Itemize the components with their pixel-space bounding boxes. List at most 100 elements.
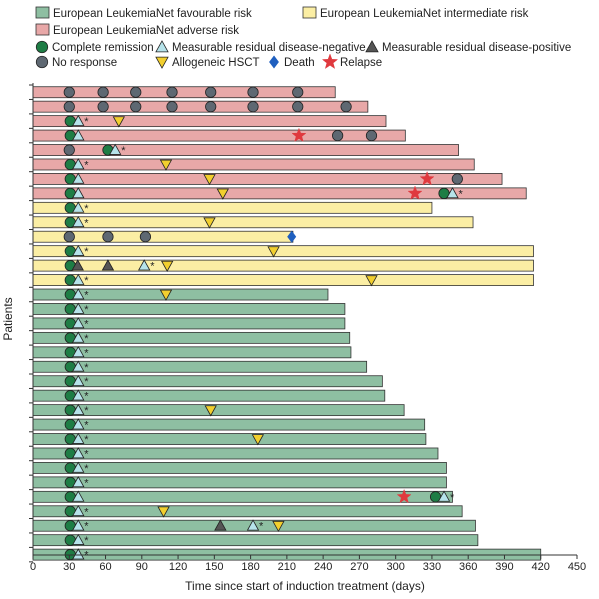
legend-swatch-int bbox=[302, 6, 317, 19]
event-marker-relapse bbox=[419, 170, 435, 186]
patient-row bbox=[32, 86, 336, 99]
ongoing-asterisk: * bbox=[84, 203, 89, 215]
ongoing-asterisk: * bbox=[84, 376, 89, 388]
patient-bar bbox=[32, 418, 426, 431]
patient-bar bbox=[32, 476, 447, 489]
event-marker-nr bbox=[292, 101, 304, 113]
patient-row bbox=[32, 170, 503, 186]
ongoing-asterisk: * bbox=[150, 261, 155, 273]
ongoing-asterisk: * bbox=[84, 448, 89, 460]
patient-row: * bbox=[32, 346, 352, 359]
event-marker-mrdneg bbox=[72, 201, 85, 213]
event-marker-mrdneg bbox=[72, 548, 85, 560]
event-marker-nr bbox=[63, 231, 75, 243]
ongoing-asterisk: * bbox=[84, 463, 89, 475]
event-marker-relapse bbox=[396, 488, 412, 504]
patient-row: * bbox=[32, 114, 387, 128]
event-marker-hsct bbox=[365, 275, 378, 287]
patient-row: * bbox=[32, 403, 405, 417]
legend-marker-mrdneg bbox=[155, 40, 169, 53]
patient-row: * bbox=[32, 201, 433, 215]
ongoing-asterisk: * bbox=[458, 188, 463, 200]
ongoing-asterisk: * bbox=[121, 145, 126, 157]
patient-row: * bbox=[32, 185, 527, 200]
event-marker-mrdneg bbox=[72, 447, 85, 459]
ongoing-asterisk: * bbox=[84, 506, 89, 518]
patient-bar bbox=[32, 100, 369, 113]
event-marker-mrdneg bbox=[72, 432, 85, 444]
event-marker-nr bbox=[166, 86, 178, 98]
x-tick-label: 270 bbox=[350, 561, 368, 573]
event-marker-nr bbox=[332, 129, 344, 142]
event-marker-mrdneg bbox=[72, 187, 85, 199]
event-marker-mrdneg bbox=[72, 244, 85, 256]
event-marker-mrdneg bbox=[72, 476, 85, 488]
event-marker-mrdneg bbox=[138, 259, 151, 271]
ongoing-asterisk: * bbox=[84, 420, 89, 432]
x-tick-label: 300 bbox=[386, 561, 404, 573]
event-marker-hsct bbox=[251, 434, 265, 446]
event-marker-mrdneg bbox=[72, 533, 85, 545]
event-marker-mrdneg bbox=[72, 158, 85, 170]
event-marker-mrdneg bbox=[72, 273, 85, 285]
patient-row: * bbox=[32, 447, 439, 460]
patient-row: * bbox=[32, 331, 351, 345]
patient-row: * bbox=[32, 389, 386, 403]
ongoing-asterisk: * bbox=[84, 333, 89, 345]
legend-label-nr: No response bbox=[52, 57, 117, 69]
event-marker-mrdpos bbox=[214, 519, 227, 531]
event-marker-mrdneg bbox=[72, 461, 85, 473]
event-marker-nr bbox=[247, 86, 259, 98]
patient-bar bbox=[32, 404, 405, 417]
event-marker-hsct bbox=[112, 116, 126, 128]
event-marker-mrdneg bbox=[72, 302, 85, 314]
ongoing-asterisk: * bbox=[84, 159, 89, 171]
event-marker-mrdneg bbox=[446, 187, 459, 199]
event-marker-mrdneg bbox=[72, 504, 85, 517]
patient-row bbox=[32, 127, 406, 142]
event-marker-mrdneg bbox=[437, 490, 451, 502]
legend-swatch-fav bbox=[35, 6, 50, 19]
legend-label-mrdpos: Measurable residual disease-positive bbox=[382, 42, 571, 54]
event-marker-mrdneg bbox=[72, 129, 85, 141]
ongoing-asterisk: * bbox=[259, 521, 264, 533]
event-marker-hsct bbox=[204, 405, 217, 417]
event-marker-hsct bbox=[216, 188, 229, 200]
patient-row: * bbox=[32, 360, 368, 374]
legend-marker-death bbox=[269, 55, 279, 69]
x-tick-label: 450 bbox=[568, 561, 586, 573]
x-tick-label: 240 bbox=[314, 561, 332, 573]
event-marker-hsct bbox=[203, 174, 216, 186]
patient-bar bbox=[32, 158, 475, 171]
axes: 0 30 60 90 120 150 180 210 240 270 300 330 360 390 420… bbox=[1, 83, 586, 593]
x-tick-label: 360 bbox=[459, 561, 477, 573]
event-marker-nr bbox=[451, 173, 463, 185]
patient-row: * bbox=[32, 476, 447, 489]
event-marker-mrdneg bbox=[72, 114, 85, 126]
patient-bar bbox=[32, 505, 463, 518]
patient-row: * bbox=[32, 461, 447, 475]
event-marker-mrdneg bbox=[72, 172, 85, 184]
x-tick-label: 150 bbox=[205, 561, 223, 573]
event-marker-nr bbox=[205, 86, 217, 98]
patient-bar bbox=[32, 201, 433, 214]
event-marker-hsct bbox=[203, 217, 216, 229]
legend-marker-cr bbox=[35, 40, 49, 54]
patient-row: * bbox=[32, 418, 426, 432]
event-marker-nr bbox=[130, 86, 142, 98]
x-tick-label: 120 bbox=[169, 561, 187, 573]
x-tick-label: 330 bbox=[423, 561, 441, 573]
event-marker-hsct bbox=[159, 159, 173, 171]
x-tick-label: 30 bbox=[63, 561, 75, 573]
patient-bar bbox=[32, 245, 534, 258]
patient-bar bbox=[32, 490, 453, 503]
event-marker-hsct bbox=[267, 246, 280, 258]
event-marker-nr bbox=[205, 101, 217, 113]
event-marker-mrdneg bbox=[72, 317, 85, 329]
x-tick-label: 90 bbox=[136, 561, 148, 573]
event-marker-nr bbox=[365, 129, 378, 142]
ongoing-asterisk: * bbox=[84, 246, 89, 258]
legend-label-cr: Complete remission bbox=[52, 42, 154, 54]
event-marker-nr bbox=[63, 144, 75, 156]
patient-row: * bbox=[32, 244, 534, 258]
